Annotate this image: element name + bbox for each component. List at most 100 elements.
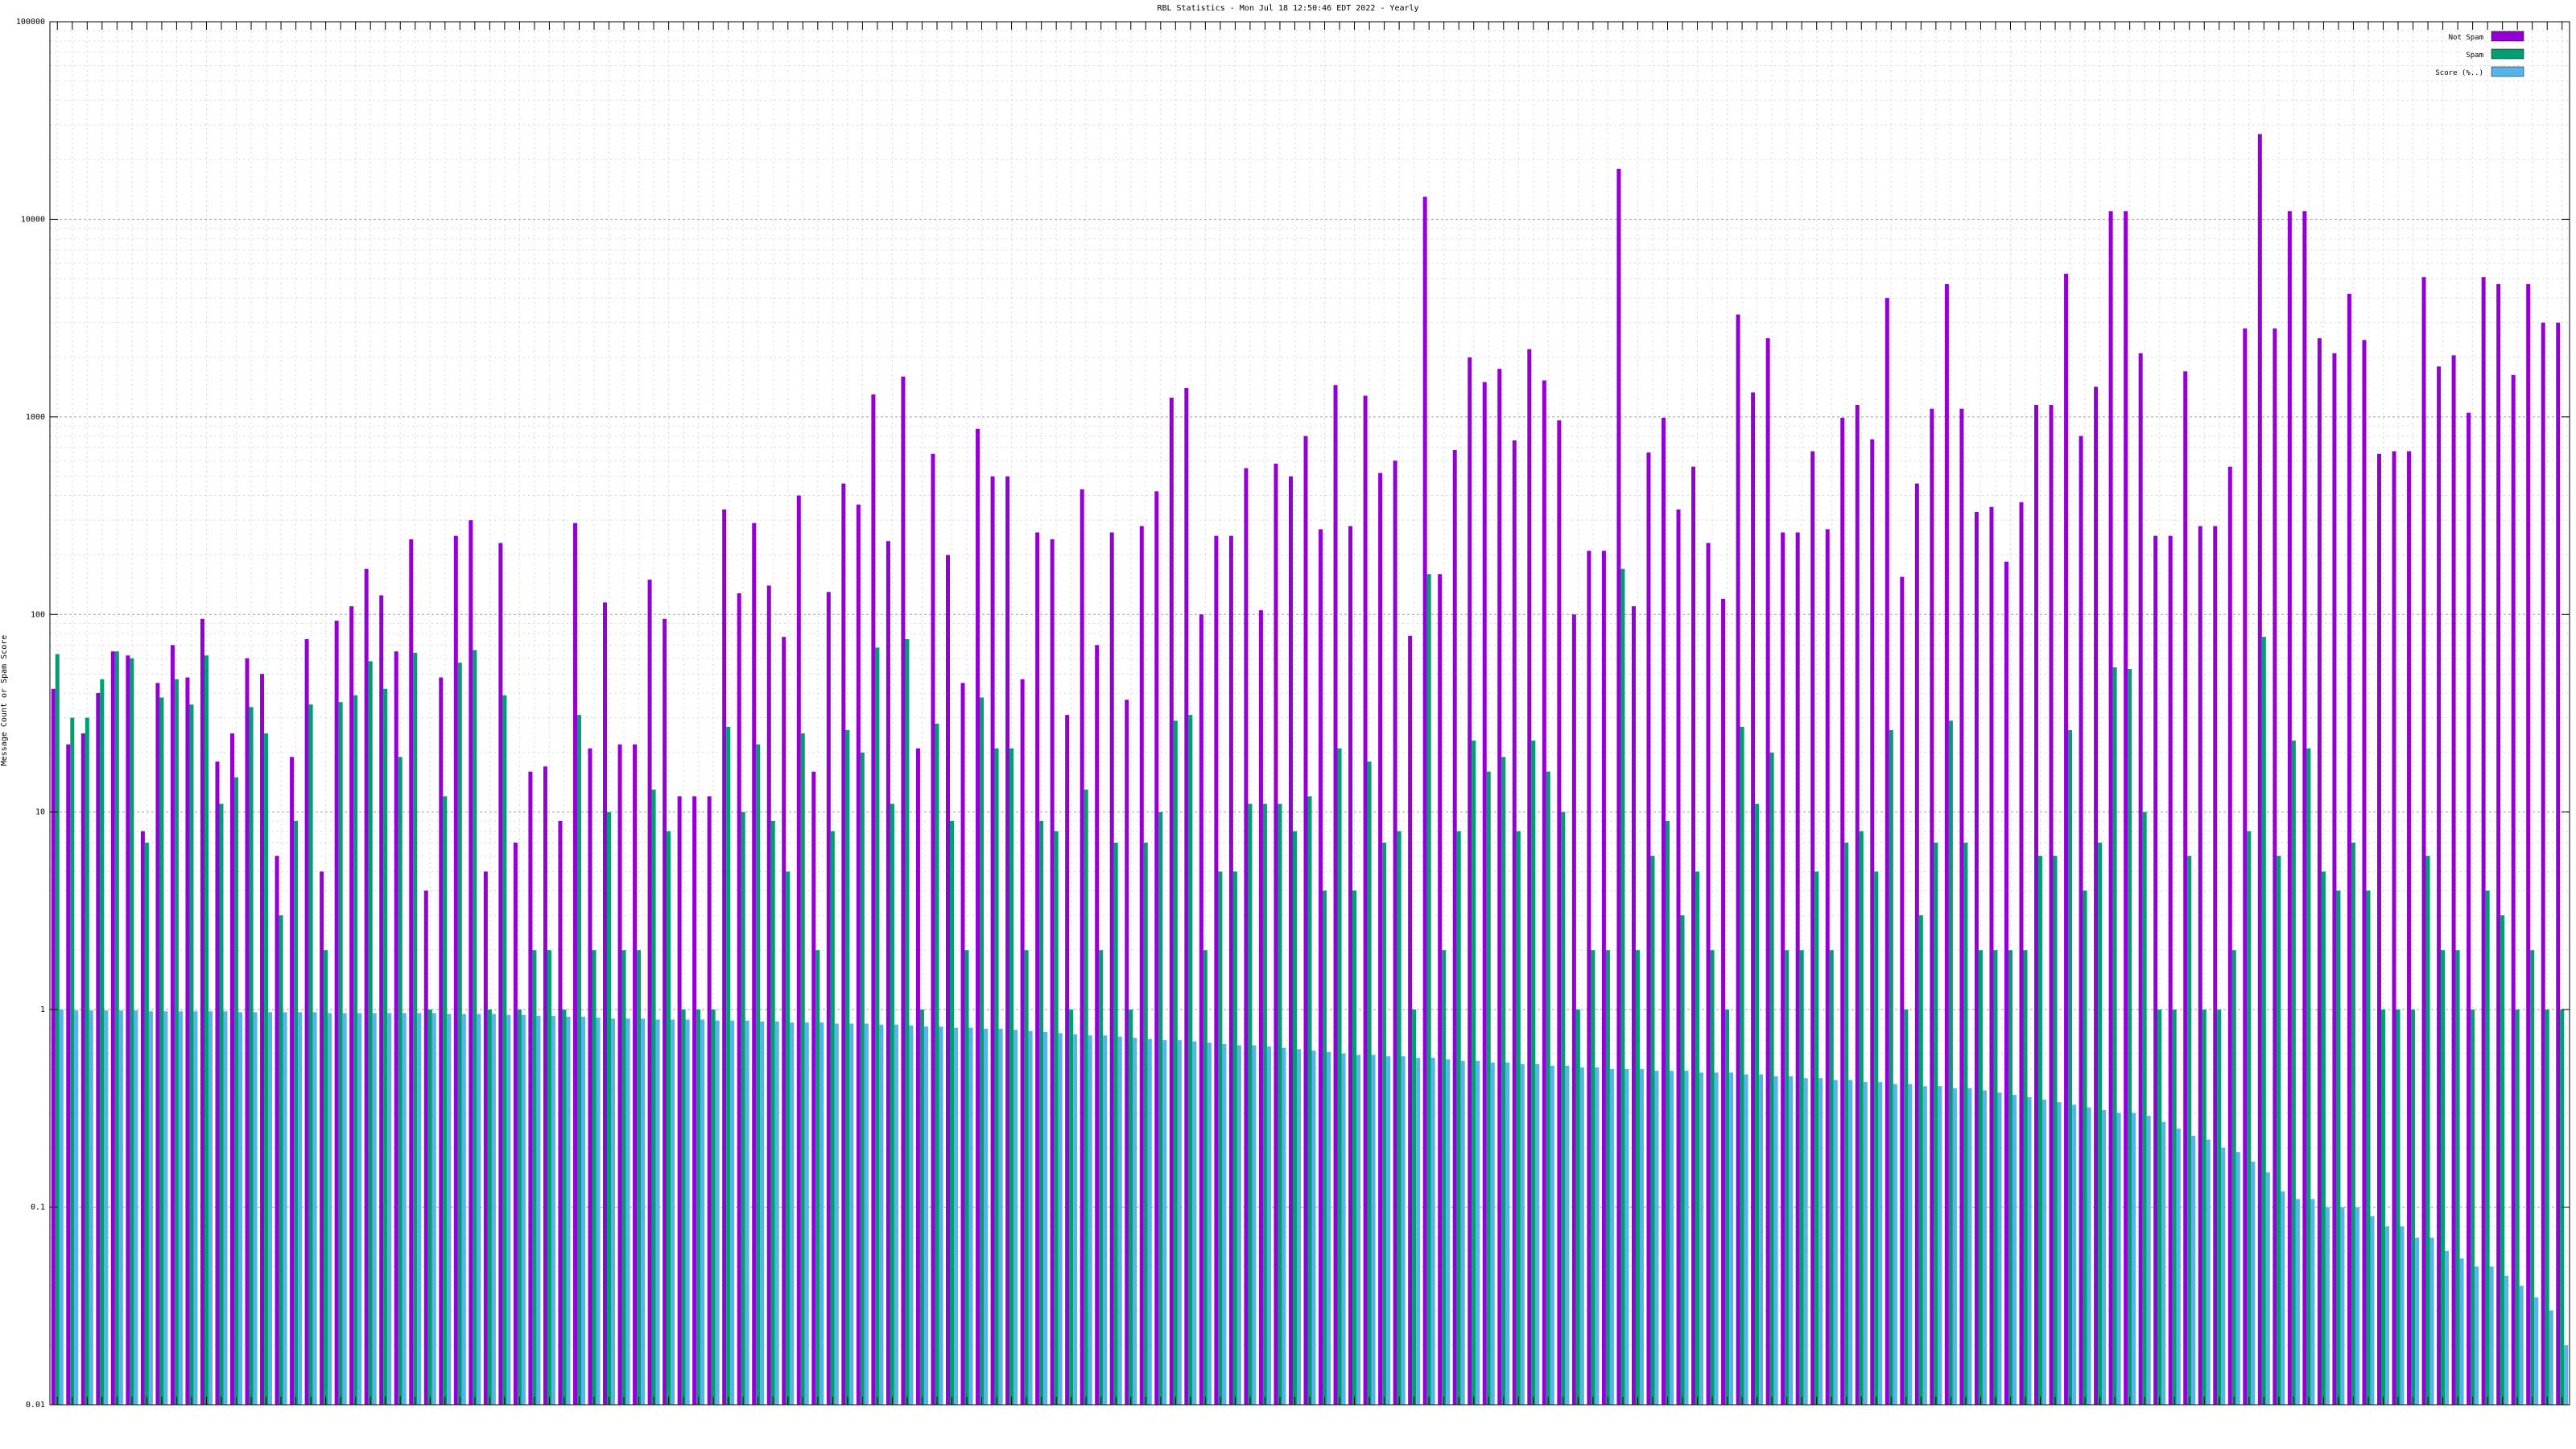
score-bar — [2161, 1121, 2166, 1405]
spam-bar — [1575, 1009, 1580, 1405]
spam-bar — [294, 820, 299, 1405]
not-spam-bar — [2108, 211, 2113, 1405]
score-bar — [551, 1015, 555, 1405]
score-bar — [2564, 1345, 2569, 1405]
spam-bar — [2202, 1009, 2207, 1405]
not-spam-bar — [140, 831, 145, 1405]
score-bar — [671, 1019, 675, 1405]
score-bar — [1759, 1074, 1764, 1405]
score-bar — [1476, 1060, 1480, 1405]
spam-bar — [860, 752, 865, 1405]
spam-bar — [2485, 890, 2490, 1405]
not-spam-bar — [1065, 715, 1070, 1405]
score-bar — [342, 1013, 347, 1405]
spam-bar — [1084, 789, 1088, 1405]
not-spam-bar — [1050, 539, 1055, 1406]
score-bar — [894, 1024, 898, 1405]
spam-bar — [338, 702, 343, 1405]
score-bar — [1579, 1067, 1584, 1405]
spam-bar — [2157, 1009, 2162, 1405]
spam-bar — [532, 950, 537, 1405]
not-spam-bar — [1557, 420, 1562, 1406]
score-bar — [1952, 1088, 1957, 1405]
score-bar — [1773, 1075, 1778, 1405]
spam-bar — [2321, 871, 2326, 1405]
not-spam-bar — [2019, 502, 2024, 1405]
spam-bar — [2455, 950, 2460, 1405]
not-spam-bar — [2049, 404, 2054, 1405]
score-bar — [2042, 1100, 2047, 1405]
not-spam-bar — [1810, 451, 1815, 1405]
spam-bar — [637, 950, 642, 1405]
spam-bar — [1203, 950, 1208, 1405]
spam-bar — [815, 950, 820, 1405]
y-tick-label: 1 — [40, 1005, 45, 1014]
spam-bar — [1889, 729, 1893, 1405]
score-bar — [909, 1026, 914, 1405]
spam-bar — [786, 871, 791, 1405]
not-spam-bar — [2362, 340, 2367, 1405]
score-bar — [2221, 1147, 2226, 1405]
not-spam-bar — [915, 748, 920, 1405]
spam-bar — [562, 1009, 567, 1405]
not-spam-bar — [603, 602, 608, 1405]
score-bar — [1207, 1042, 1212, 1405]
not-spam-bar — [811, 771, 816, 1405]
spam-bar — [1143, 842, 1148, 1405]
not-spam-bar — [1228, 535, 1233, 1405]
score-bar — [1460, 1060, 1465, 1405]
not-spam-bar — [1706, 543, 1711, 1406]
not-spam-bar — [2347, 293, 2351, 1406]
not-spam-bar — [1721, 598, 1726, 1405]
not-spam-bar — [2198, 526, 2202, 1406]
not-spam-bar — [1258, 610, 1263, 1405]
score-bar — [2251, 1162, 2256, 1405]
legend-swatch — [2491, 31, 2524, 42]
spam-bar — [1472, 740, 1476, 1405]
not-spam-bar — [946, 555, 951, 1406]
score-bar — [1595, 1067, 1600, 1405]
score-bar — [1252, 1045, 1257, 1405]
score-bar — [1908, 1084, 1913, 1405]
score-bar — [760, 1021, 765, 1405]
not-spam-bar — [215, 762, 220, 1405]
spam-bar — [2545, 1009, 2549, 1405]
spam-bar — [830, 831, 835, 1405]
score-bar — [1327, 1051, 1331, 1405]
not-spam-bar — [96, 692, 101, 1405]
spam-bar — [667, 831, 671, 1405]
score-bar — [89, 1010, 93, 1405]
score-bar — [1430, 1058, 1435, 1405]
spam-bar — [1785, 950, 1790, 1405]
spam-bar — [114, 651, 119, 1405]
not-spam-bar — [1109, 532, 1114, 1405]
score-bar — [2475, 1266, 2479, 1405]
spam-bar — [800, 733, 805, 1405]
score-bar — [774, 1021, 779, 1405]
not-spam-bar — [752, 522, 757, 1405]
score-bar — [2281, 1191, 2285, 1405]
score-bar — [1416, 1058, 1421, 1405]
spam-bar — [1397, 831, 1402, 1405]
score-bar — [2489, 1266, 2494, 1405]
spam-bar — [427, 1009, 432, 1405]
spam-bar — [234, 777, 239, 1405]
not-spam-bar — [439, 677, 444, 1405]
not-spam-bar — [66, 744, 71, 1405]
not-spam-bar — [1497, 369, 1502, 1406]
spam-bar — [413, 652, 418, 1405]
not-spam-bar — [976, 428, 980, 1405]
not-spam-bar — [1512, 440, 1517, 1405]
not-spam-bar — [1914, 483, 1919, 1405]
not-spam-bar — [200, 618, 204, 1405]
score-bar — [1565, 1065, 1570, 1405]
not-spam-bar — [1214, 535, 1219, 1405]
score-bar — [2116, 1113, 2121, 1405]
spam-bar — [607, 811, 612, 1405]
not-spam-bar — [1378, 473, 1383, 1405]
legend-label: Spam — [2466, 52, 2483, 60]
spam-bar — [308, 704, 313, 1405]
score-bar — [1789, 1075, 1794, 1405]
score-bar — [998, 1028, 1003, 1405]
not-spam-bar — [1944, 283, 1949, 1405]
